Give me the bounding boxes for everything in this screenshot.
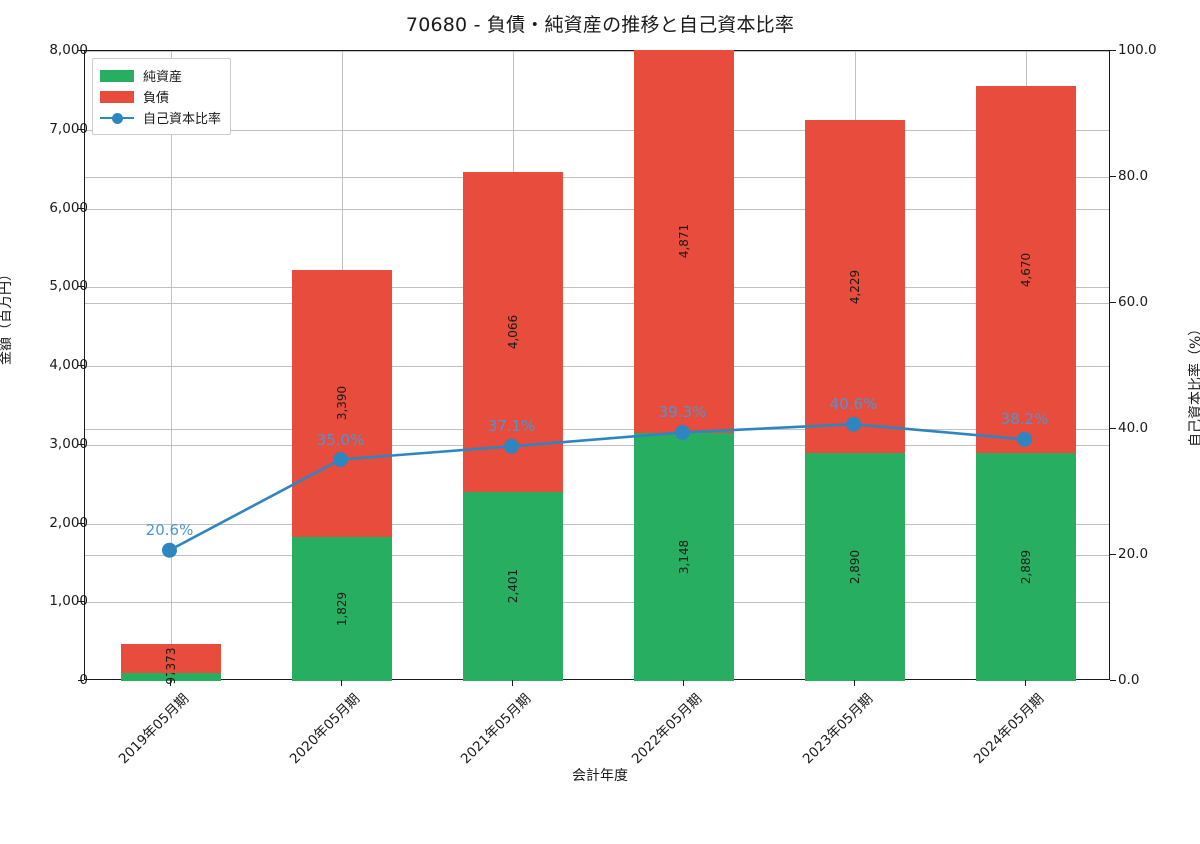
- y-tick-mark-left: [78, 522, 84, 524]
- gridline: [85, 602, 1109, 604]
- x-tick-mark: [169, 680, 171, 686]
- y-axis-tick-right: 100.0: [1118, 42, 1157, 58]
- y-axis-label-right: 自己資本比率（%）: [1188, 321, 1200, 447]
- x-tick-mark: [1024, 680, 1026, 686]
- ratio-marker[interactable]: [846, 416, 861, 432]
- y-tick-mark-right: [1110, 302, 1116, 303]
- bar-segment-liability[interactable]: 4,871: [633, 49, 734, 434]
- ratio-value-label: 38.2%: [1000, 410, 1049, 429]
- ratio-value-label: 37.1%: [487, 417, 536, 436]
- ratio-marker[interactable]: [675, 424, 690, 440]
- bar-segment-liability[interactable]: 3,390: [291, 270, 392, 537]
- legend-item[interactable]: 自己資本比率: [100, 107, 221, 128]
- gridline: [85, 51, 1109, 52]
- gridline: [85, 208, 1109, 210]
- plot-area: 97 373 1,829 3,390 2,401 4,066 3,148 4,871 2,890…: [84, 49, 1110, 685]
- y-tick-mark-left: [78, 443, 84, 445]
- x-axis-label: 会計年度: [572, 768, 628, 784]
- x-tick-mark: [682, 680, 684, 686]
- chart-legend: 純資産負債自己資本比率: [92, 58, 232, 135]
- gridline: [85, 366, 1109, 367]
- ratio-line-series: [162, 416, 1032, 558]
- legend-line-icon: [100, 112, 134, 124]
- ratio-marker[interactable]: [333, 452, 348, 467]
- y-axis-tick-left: 8,000: [49, 42, 88, 58]
- y-axis-tick-right: 20.0: [1118, 546, 1149, 562]
- bar-segment-equity[interactable]: 1,829: [291, 536, 392, 681]
- ratio-value-label: 20.6%: [145, 521, 194, 540]
- bar-segment-liability[interactable]: 4,670: [975, 85, 1076, 454]
- legend-item-label: 自己資本比率: [143, 112, 222, 127]
- x-tick-mark: [853, 680, 855, 686]
- bar-segment-liability[interactable]: 373: [120, 643, 221, 674]
- y-tick-mark-right: [1110, 50, 1116, 51]
- y-tick-mark-left: [78, 286, 84, 288]
- gridline-right: [85, 303, 1109, 304]
- gridline-right: [85, 429, 1109, 430]
- y-axis-tick-left: 1,000: [49, 593, 88, 610]
- bar-segment-equity[interactable]: 3,148: [633, 433, 734, 681]
- y-axis-tick-left: 0: [79, 672, 88, 688]
- bar-segment-liability[interactable]: 4,229: [804, 120, 905, 454]
- y-axis-tick-right: 80.0: [1118, 168, 1149, 184]
- gridline-right: [85, 177, 1109, 178]
- y-tick-mark-left: [78, 207, 84, 209]
- legend-item[interactable]: 純資産: [100, 65, 221, 86]
- gridline: [85, 287, 1109, 289]
- chart-figure: 70680 - 負債・純資産の推移と自己資本比率 97 373 1,829 3,390…: [0, 14, 1200, 784]
- legend-item-label: 純資産: [143, 70, 183, 85]
- legend-item-label: 負債: [143, 91, 170, 106]
- ratio-marker[interactable]: [1017, 431, 1032, 447]
- y-tick-mark-left: [78, 128, 84, 130]
- ratio-polyline: [168, 422, 1026, 552]
- y-axis-tick-left: 6,000: [49, 199, 88, 216]
- ratio-marker[interactable]: [162, 542, 177, 558]
- y-tick-mark-left: [78, 365, 84, 366]
- x-tick-mark: [511, 680, 513, 686]
- y-axis-tick-right: 0.0: [1118, 672, 1140, 688]
- y-tick-mark-right: [1110, 554, 1116, 555]
- ratio-markers: [162, 416, 1032, 558]
- y-axis-tick-left: 7,000: [49, 120, 88, 137]
- gridline: [85, 129, 1109, 131]
- ratio-value-label: 35.0%: [316, 430, 365, 449]
- bar-segment-equity[interactable]: 97: [120, 670, 221, 685]
- bar-segment-equity[interactable]: 2,889: [975, 453, 1076, 681]
- y-tick-mark-left: [78, 50, 84, 51]
- y-tick-mark-right: [1110, 176, 1116, 177]
- y-tick-mark-right: [1110, 428, 1116, 429]
- y-axis-tick-right: 40.0: [1118, 420, 1149, 436]
- bar-segment-liability[interactable]: 4,066: [462, 171, 563, 492]
- y-tick-mark-right: [1110, 680, 1116, 681]
- chart-title: 70680 - 負債・純資産の推移と自己資本比率: [405, 14, 795, 36]
- y-axis-tick-left: 3,000: [49, 435, 88, 452]
- y-tick-mark-left: [78, 680, 84, 681]
- y-axis-label-left: 金額（百万円）: [0, 267, 14, 365]
- gridline: [85, 444, 1109, 446]
- gridline: [85, 523, 1109, 525]
- legend-swatch-icon: [100, 90, 134, 103]
- legend-swatch-icon: [100, 69, 134, 82]
- ratio-value-label: 39.3%: [658, 403, 707, 422]
- y-axis-tick-left: 5,000: [49, 278, 88, 295]
- y-tick-mark-left: [78, 601, 84, 603]
- x-tick-mark: [340, 680, 342, 686]
- y-axis-tick-right: 60.0: [1118, 294, 1149, 310]
- legend-item[interactable]: 負債: [100, 86, 221, 107]
- y-axis-tick-left: 4,000: [49, 357, 88, 373]
- bar-segment-equity[interactable]: 2,890: [804, 453, 905, 681]
- ratio-value-label: 40.6%: [829, 395, 878, 414]
- gridline-vertical: [170, 51, 172, 679]
- bar-segment-equity[interactable]: 2,401: [462, 491, 563, 681]
- y-axis-tick-left: 2,000: [49, 514, 88, 531]
- gridline-right: [85, 555, 1109, 556]
- ratio-marker[interactable]: [504, 438, 519, 454]
